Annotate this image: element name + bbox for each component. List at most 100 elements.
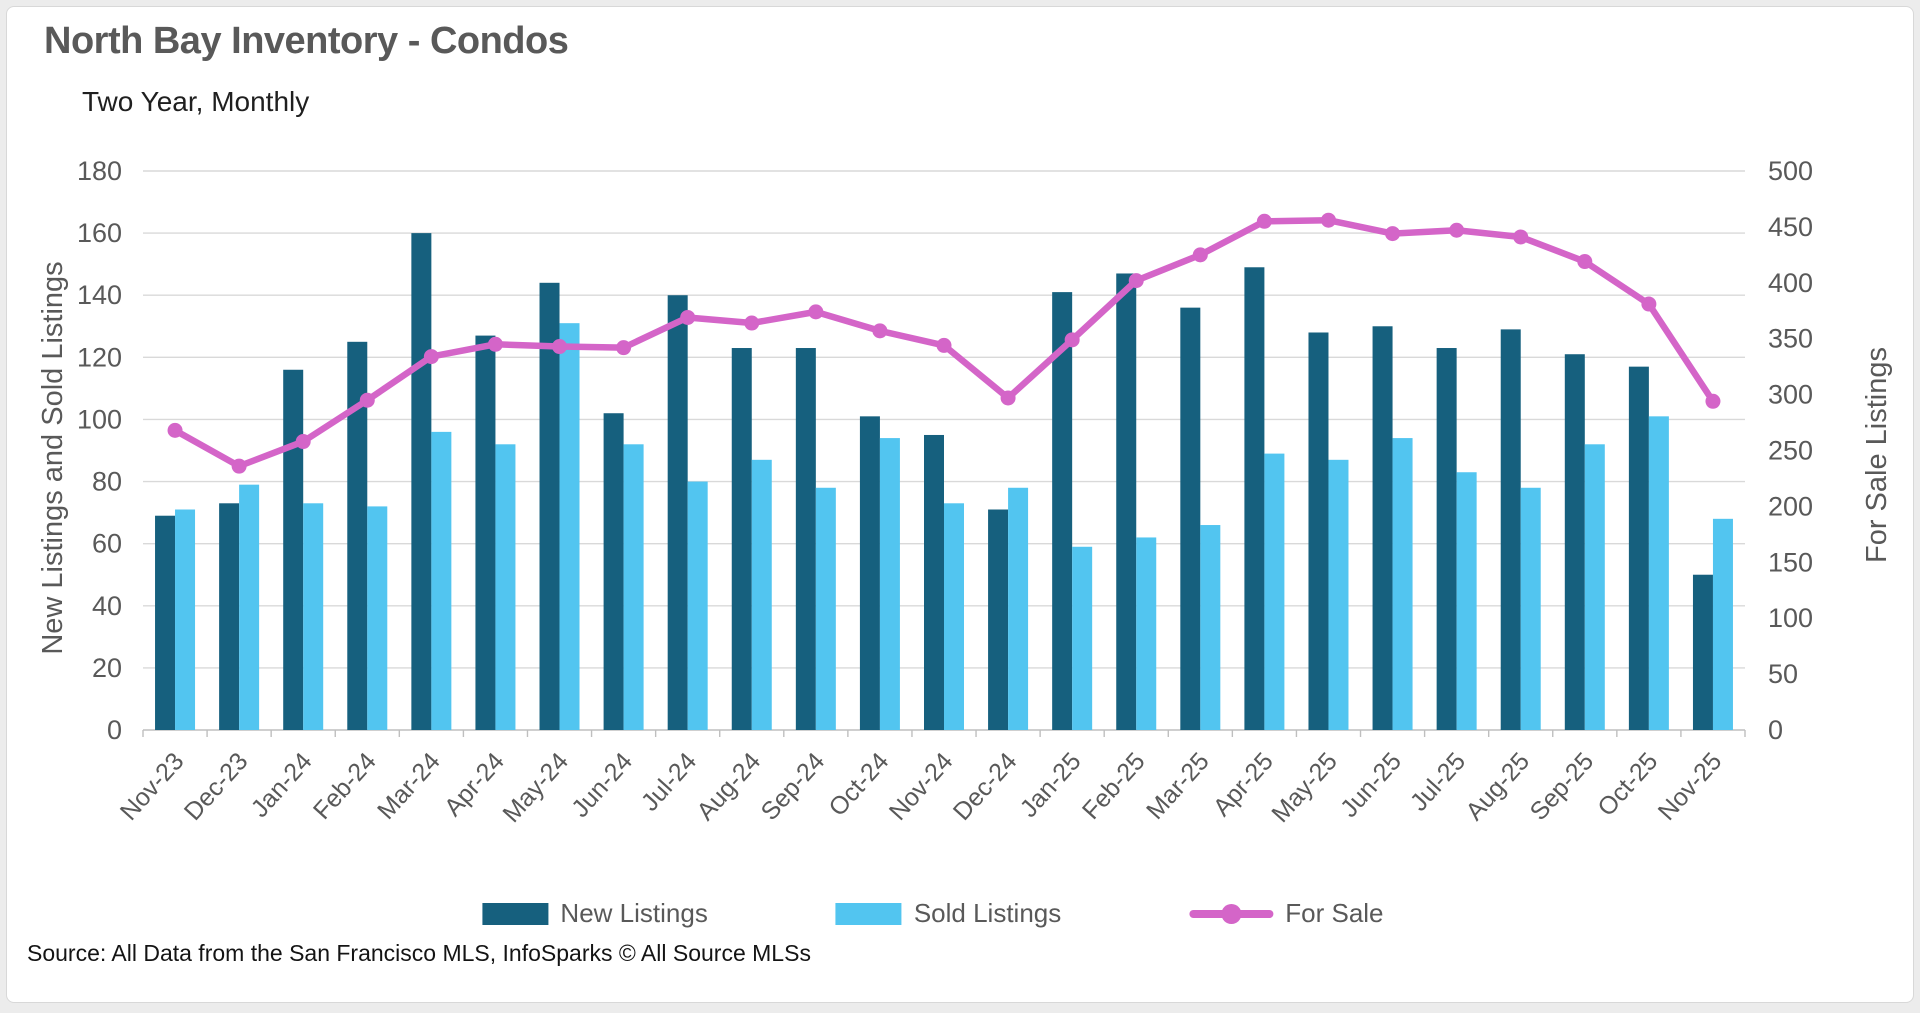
bar-new-listings-Feb-25 bbox=[1116, 273, 1137, 730]
svg-text:Jan-25: Jan-25 bbox=[1015, 747, 1087, 823]
svg-text:120: 120 bbox=[77, 342, 122, 372]
svg-text:160: 160 bbox=[77, 218, 122, 248]
bar-new-listings-Jun-25 bbox=[1372, 326, 1393, 730]
svg-text:60: 60 bbox=[92, 529, 122, 559]
for-sale-point-Sep-24 bbox=[808, 304, 824, 320]
bar-sold-listings-Aug-25 bbox=[1520, 487, 1541, 730]
bar-sold-listings-Jul-25 bbox=[1456, 472, 1477, 730]
for-sale-point-Mar-24 bbox=[423, 349, 439, 365]
chart-title: North Bay Inventory - Condos bbox=[44, 20, 569, 62]
bar-sold-listings-Jun-24 bbox=[623, 444, 644, 730]
bar-new-listings-Nov-24 bbox=[924, 434, 944, 730]
for-sale-point-May-25 bbox=[1320, 212, 1336, 228]
svg-text:Aug-25: Aug-25 bbox=[1460, 747, 1535, 826]
bar-sold-listings-Jan-25 bbox=[1072, 546, 1093, 730]
svg-text:300: 300 bbox=[1768, 380, 1813, 410]
svg-text:Nov-25: Nov-25 bbox=[1653, 747, 1728, 826]
bar-series[interactable] bbox=[155, 233, 1733, 730]
svg-text:20: 20 bbox=[92, 653, 122, 683]
svg-text:Dec-24: Dec-24 bbox=[948, 747, 1023, 826]
for-sale-point-Dec-23 bbox=[231, 458, 247, 474]
for-sale-point-Mar-25 bbox=[1192, 247, 1208, 263]
svg-text:Mar-24: Mar-24 bbox=[372, 747, 446, 825]
bar-new-listings-Oct-25 bbox=[1628, 366, 1649, 730]
bar-sold-listings-May-25 bbox=[1328, 459, 1349, 730]
bar-sold-listings-Nov-24 bbox=[944, 503, 964, 730]
bar-sold-listings-Oct-24 bbox=[879, 438, 900, 730]
legend-item-new-listings[interactable]: New Listings bbox=[482, 898, 708, 929]
bar-new-listings-Mar-24 bbox=[411, 233, 432, 730]
for-sale-point-Jun-24 bbox=[616, 340, 632, 356]
svg-text:400: 400 bbox=[1768, 268, 1813, 298]
svg-text:Feb-25: Feb-25 bbox=[1077, 747, 1151, 825]
right-axis-tick-labels: 0 50 100 150 200 250 300 350 400 450 500 bbox=[1768, 156, 1813, 745]
for-sale-point-Sep-25 bbox=[1577, 254, 1593, 270]
svg-text:Sep-25: Sep-25 bbox=[1525, 747, 1600, 826]
svg-text:250: 250 bbox=[1768, 436, 1813, 466]
bar-new-listings-Jun-24 bbox=[603, 413, 624, 730]
bar-new-listings-Jul-24 bbox=[667, 295, 688, 730]
new-listings-swatch-icon bbox=[482, 902, 549, 925]
bar-new-listings-Apr-24 bbox=[475, 335, 496, 730]
bar-sold-listings-Sep-25 bbox=[1584, 444, 1605, 730]
svg-text:350: 350 bbox=[1768, 324, 1813, 354]
legend-item-sold-listings[interactable]: Sold Listings bbox=[835, 898, 1061, 929]
bar-new-listings-Nov-23 bbox=[155, 515, 176, 730]
for-sale-point-Jan-25 bbox=[1064, 332, 1080, 348]
sold-listings-swatch-icon bbox=[835, 902, 902, 925]
chart-subtitle: Two Year, Monthly bbox=[82, 86, 310, 117]
svg-text:100: 100 bbox=[1768, 603, 1813, 633]
svg-text:Mar-25: Mar-25 bbox=[1141, 747, 1215, 825]
legend-label-for-sale: For Sale bbox=[1285, 898, 1384, 928]
svg-text:Nov-23: Nov-23 bbox=[115, 747, 190, 826]
chart-legend: New Listings Sold Listings For Sale bbox=[482, 898, 1384, 929]
bar-sold-listings-Oct-25 bbox=[1648, 416, 1669, 730]
bar-sold-listings-May-24 bbox=[559, 323, 580, 730]
bar-new-listings-Jan-25 bbox=[1052, 292, 1073, 730]
bar-new-listings-Jan-24 bbox=[283, 369, 304, 730]
bar-sold-listings-Feb-25 bbox=[1136, 537, 1157, 730]
bar-sold-listings-Mar-25 bbox=[1200, 525, 1221, 730]
bar-sold-listings-Sep-24 bbox=[815, 487, 836, 730]
svg-text:Oct-24: Oct-24 bbox=[823, 747, 894, 822]
bar-sold-listings-Mar-24 bbox=[431, 431, 452, 730]
bar-sold-listings-Jul-24 bbox=[687, 481, 708, 730]
svg-text:80: 80 bbox=[92, 467, 122, 497]
for-sale-point-Dec-24 bbox=[1000, 390, 1016, 406]
line-series[interactable] bbox=[167, 212, 1721, 474]
svg-text:Jun-24: Jun-24 bbox=[566, 747, 638, 823]
for-sale-point-Feb-25 bbox=[1128, 273, 1144, 289]
bar-new-listings-Sep-24 bbox=[795, 348, 816, 730]
svg-text:50: 50 bbox=[1768, 659, 1798, 689]
bar-sold-listings-Aug-24 bbox=[751, 459, 772, 730]
svg-text:Nov-24: Nov-24 bbox=[884, 747, 959, 826]
for-sale-point-Apr-25 bbox=[1256, 213, 1272, 229]
bar-new-listings-Oct-24 bbox=[859, 416, 880, 730]
bar-new-listings-Sep-25 bbox=[1564, 354, 1585, 730]
right-axis-title: For Sale Listings bbox=[1861, 347, 1893, 563]
bar-new-listings-Dec-24 bbox=[988, 509, 1009, 730]
for-sale-line-icon bbox=[1189, 903, 1274, 924]
for-sale-point-Jan-24 bbox=[295, 434, 311, 450]
for-sale-point-Aug-25 bbox=[1513, 229, 1529, 245]
x-axis-month-labels: Nov-23Dec-23Jan-24Feb-24Mar-24Apr-24May-… bbox=[115, 747, 1728, 828]
svg-text:200: 200 bbox=[1768, 491, 1813, 521]
svg-text:450: 450 bbox=[1768, 212, 1813, 242]
for-sale-point-Oct-25 bbox=[1641, 296, 1657, 312]
for-sale-point-Feb-24 bbox=[359, 392, 375, 408]
bar-sold-listings-Jun-25 bbox=[1392, 438, 1413, 730]
bar-sold-listings-Feb-24 bbox=[367, 506, 388, 730]
bar-sold-listings-Apr-25 bbox=[1264, 453, 1285, 730]
for-sale-point-Nov-25 bbox=[1705, 393, 1721, 409]
bar-sold-listings-Jan-24 bbox=[303, 503, 324, 730]
bar-new-listings-May-25 bbox=[1308, 332, 1329, 730]
legend-label-new-listings: New Listings bbox=[560, 898, 708, 928]
bar-new-listings-Aug-25 bbox=[1500, 329, 1521, 730]
svg-text:May-24: May-24 bbox=[497, 747, 574, 828]
for-sale-point-Nov-24 bbox=[936, 337, 952, 353]
left-axis-title: New Listings and Sold Listings bbox=[37, 261, 69, 654]
legend-item-for-sale[interactable]: For Sale bbox=[1189, 898, 1384, 929]
svg-text:Jan-24: Jan-24 bbox=[246, 747, 318, 823]
bar-new-listings-Feb-24 bbox=[347, 341, 368, 730]
